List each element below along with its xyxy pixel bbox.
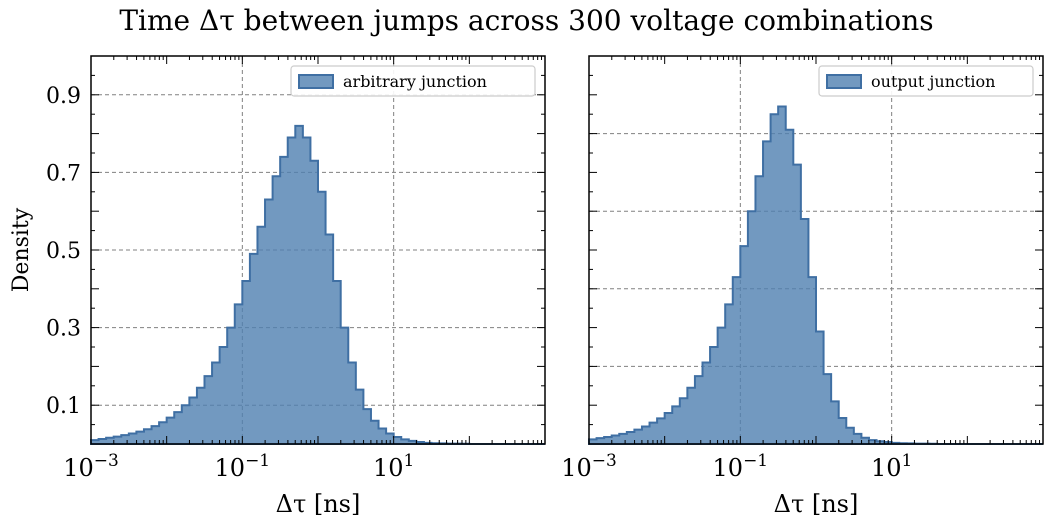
x-axis-label: Δτ [ns] bbox=[276, 490, 361, 518]
legend-label: arbitrary junction bbox=[343, 72, 487, 91]
y-tick-label: 0.1 bbox=[46, 394, 81, 419]
panel-left: 10−3 10−1 101 0.1 0.3 0.5 0.7 0.9 Δτ [ns] Density… bbox=[9, 56, 545, 518]
x-axis-label: Δτ [ns] bbox=[774, 490, 859, 518]
x-tick-label: 10−1 bbox=[713, 451, 769, 482]
x-tick-label: 10−3 bbox=[561, 451, 617, 482]
x-tick-label: 10−1 bbox=[215, 451, 271, 482]
x-tick-label: 10−3 bbox=[63, 451, 119, 482]
figure-title: Time Δτ between jumps across 300 voltage… bbox=[0, 4, 1053, 37]
histogram-area bbox=[589, 106, 1043, 444]
legend-swatch bbox=[299, 75, 333, 88]
y-tick-label: 0.5 bbox=[46, 239, 81, 264]
panel-right: 10−3 10−1 101 Δτ [ns] output junction bbox=[561, 56, 1043, 518]
histogram-area bbox=[91, 126, 545, 444]
legend: output junction bbox=[819, 66, 1033, 96]
y-tick-label: 0.7 bbox=[46, 161, 81, 186]
legend: arbitrary junction bbox=[291, 66, 535, 96]
x-tick-label: 101 bbox=[871, 451, 912, 482]
y-axis-label: Density bbox=[9, 207, 34, 292]
x-tick-label: 101 bbox=[373, 451, 414, 482]
legend-swatch bbox=[827, 75, 861, 88]
legend-label: output junction bbox=[871, 72, 995, 91]
y-tick-label: 0.9 bbox=[46, 84, 81, 109]
y-tick-label: 0.3 bbox=[46, 317, 81, 342]
